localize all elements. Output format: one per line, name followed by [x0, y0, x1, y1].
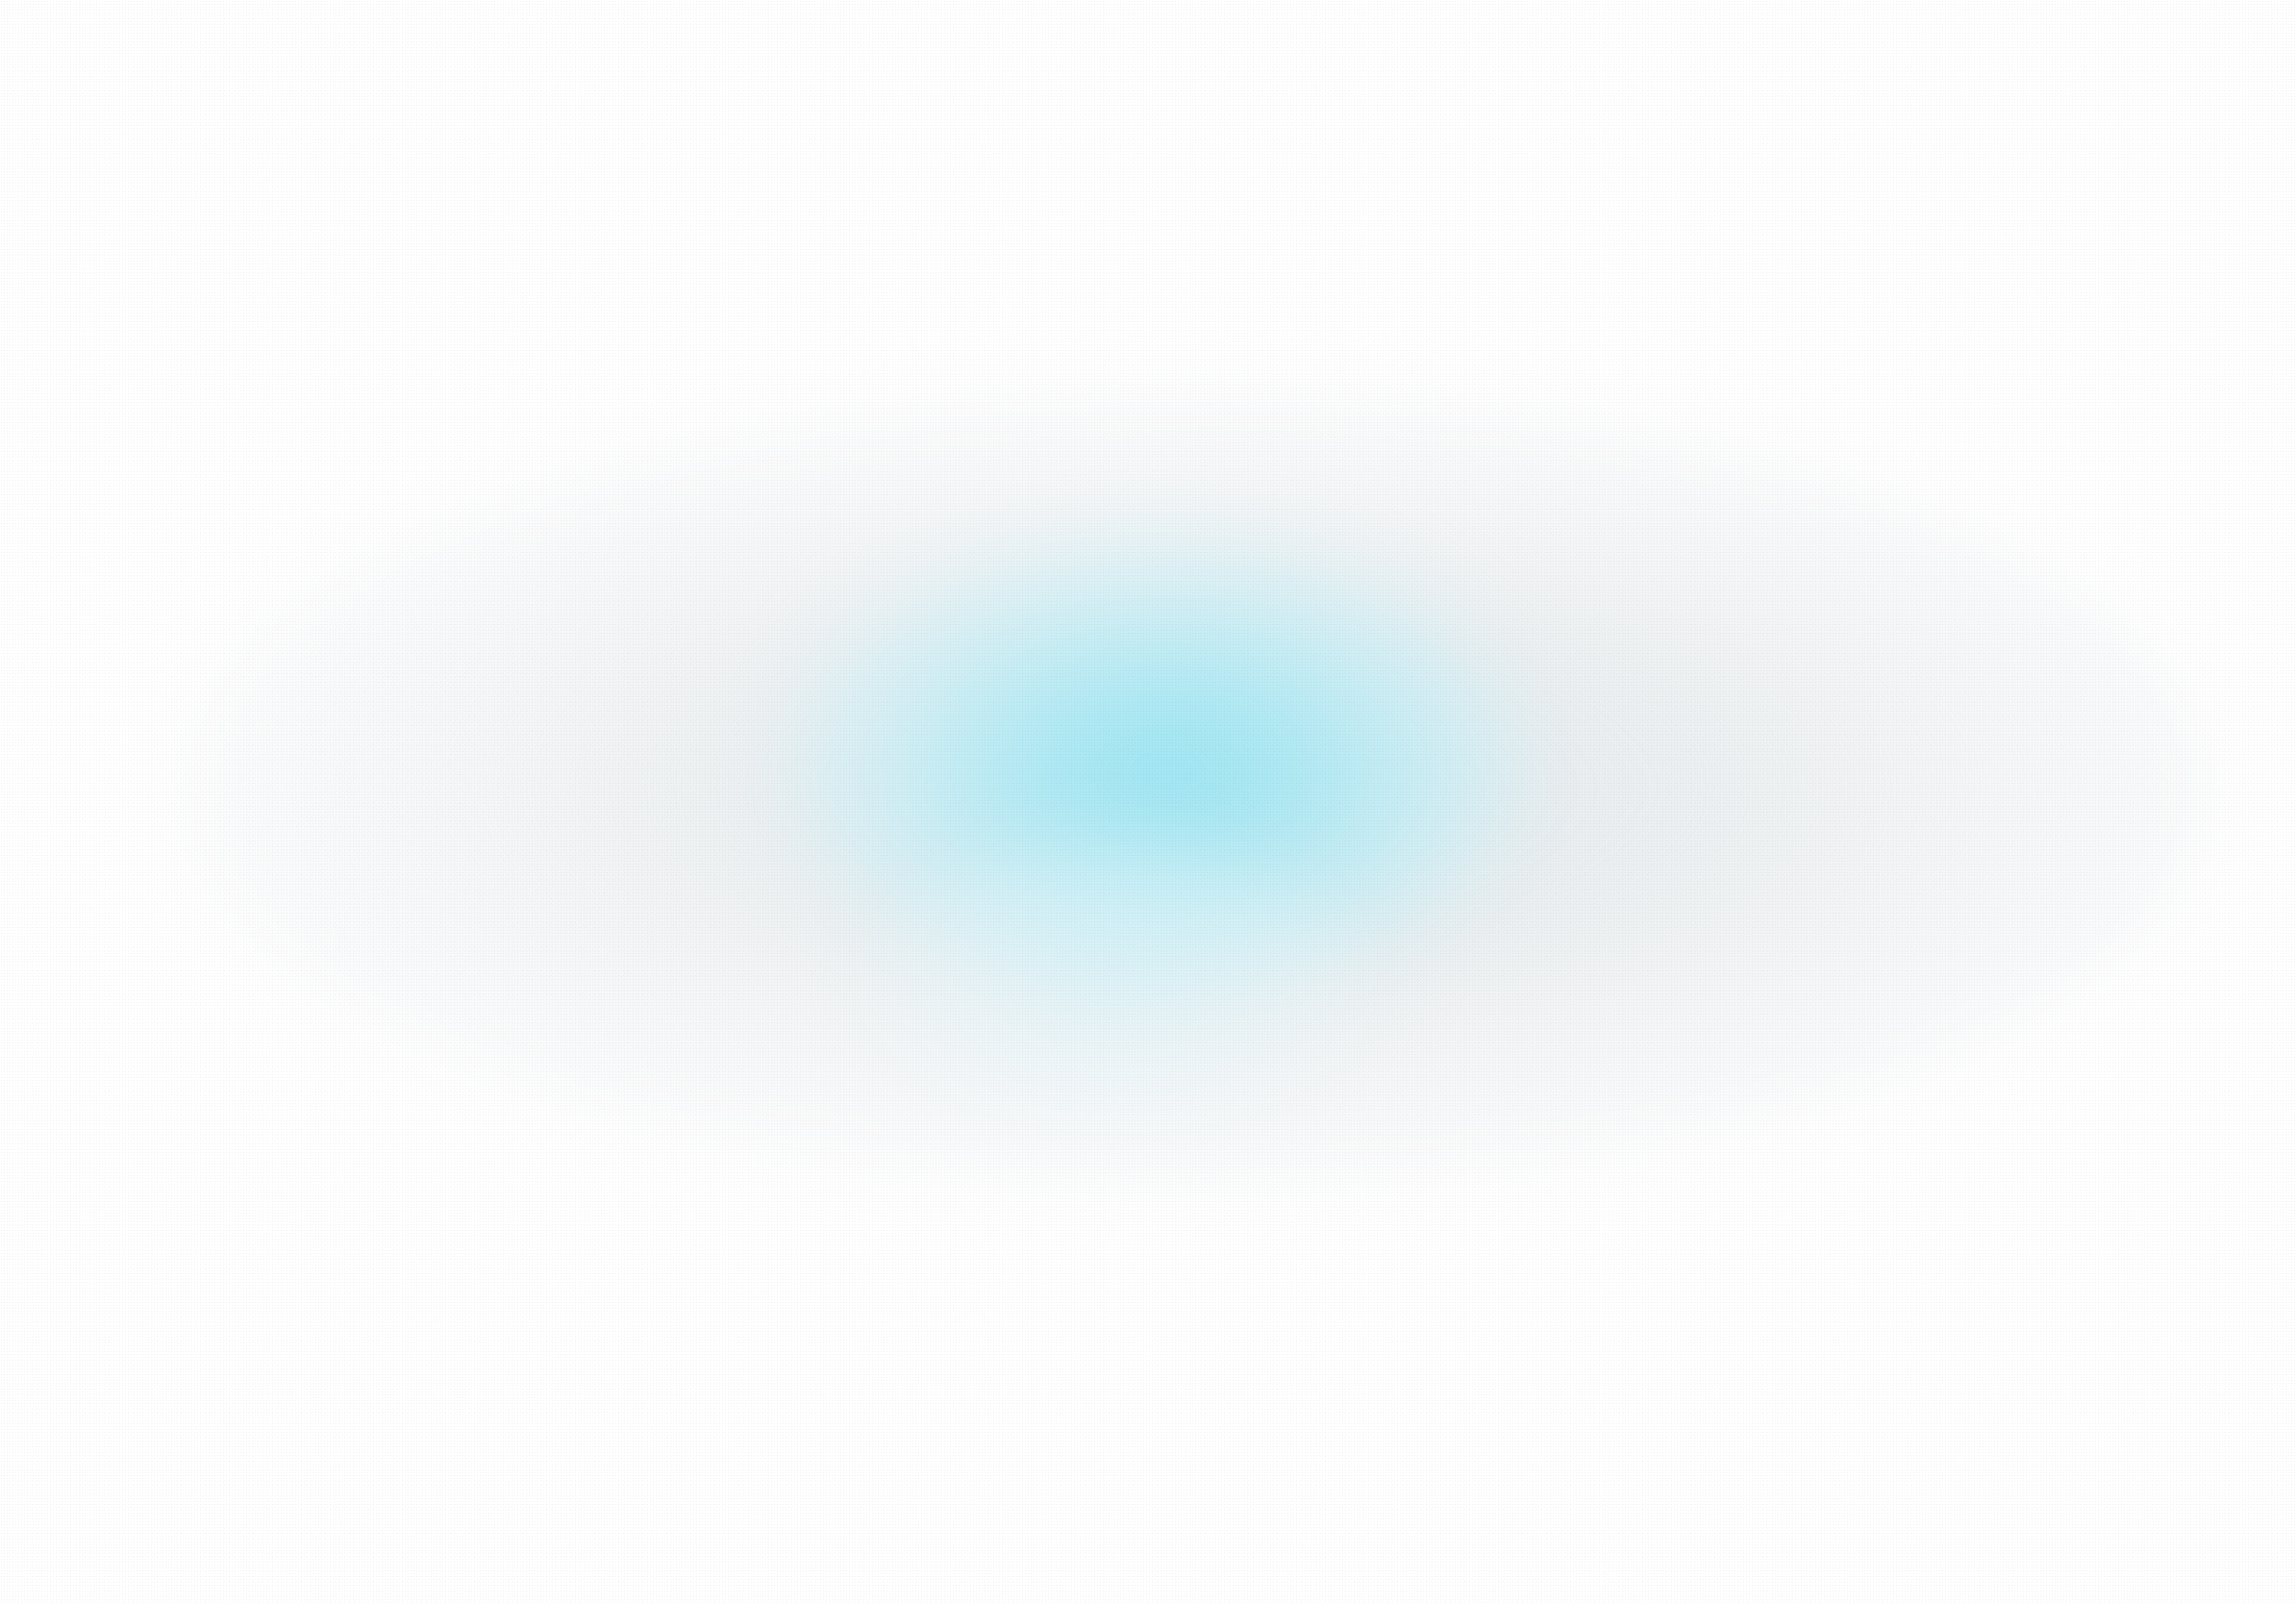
cyan-glow-soft-tail — [865, 846, 1365, 1135]
